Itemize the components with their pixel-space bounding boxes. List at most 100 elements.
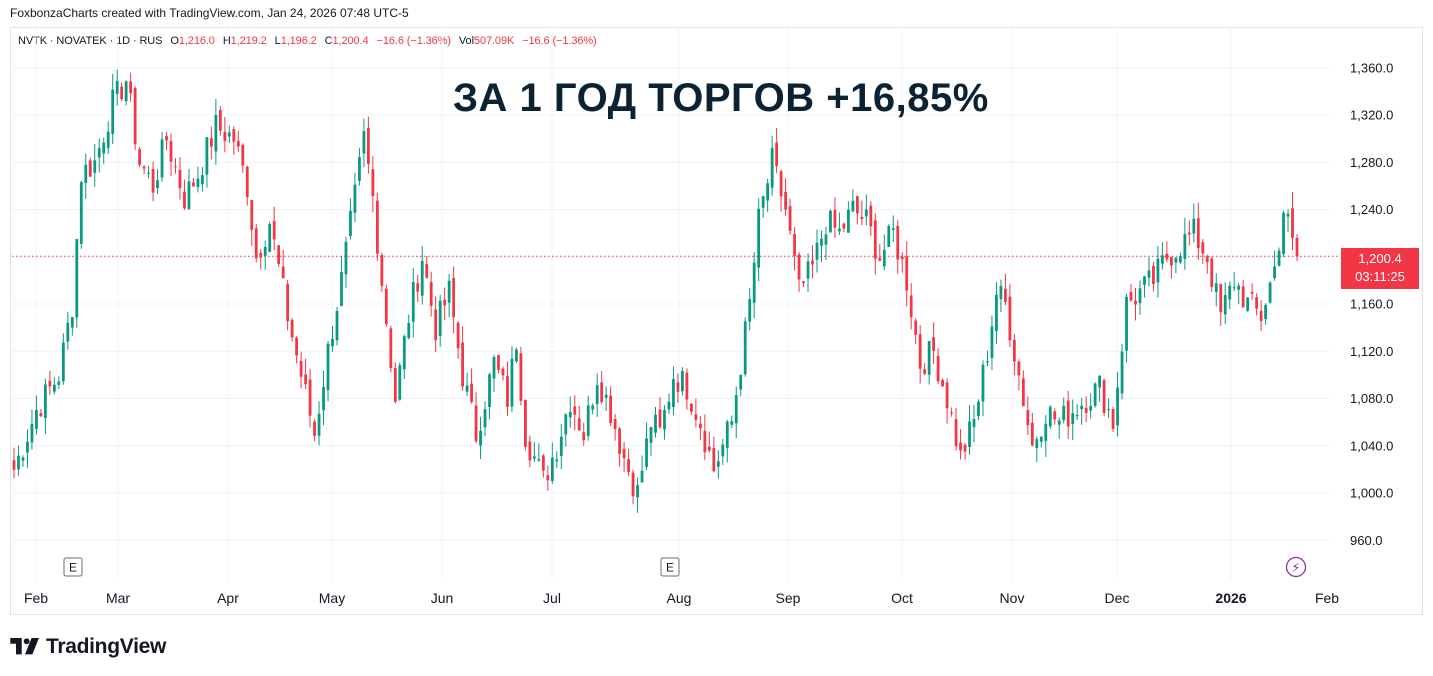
candle[interactable] [546, 465, 550, 491]
candle[interactable] [568, 396, 572, 428]
candle[interactable] [788, 198, 792, 235]
symbol-name[interactable]: NVTK · NOVATEK · 1D · RUS [18, 35, 163, 47]
candle[interactable] [757, 198, 761, 282]
candle[interactable] [627, 448, 630, 477]
candle[interactable] [806, 253, 810, 293]
candle[interactable] [474, 392, 478, 444]
candle[interactable] [941, 378, 944, 388]
candle[interactable] [456, 321, 460, 359]
candle[interactable] [1264, 303, 1267, 325]
candle[interactable] [1147, 257, 1151, 287]
candle[interactable] [205, 137, 209, 188]
candle[interactable] [519, 346, 523, 406]
candle[interactable] [138, 146, 141, 168]
candle[interactable] [344, 236, 348, 289]
candle[interactable] [999, 279, 1003, 313]
candle[interactable] [864, 194, 868, 226]
candle[interactable] [532, 441, 536, 463]
candle[interactable] [447, 274, 451, 318]
candle[interactable] [860, 200, 864, 226]
tradingview-logo[interactable]: TradingView [10, 635, 166, 659]
candle[interactable] [689, 403, 693, 416]
candle[interactable] [353, 172, 357, 222]
candle[interactable] [1012, 333, 1016, 376]
candle[interactable] [636, 477, 639, 513]
candle[interactable] [923, 363, 927, 376]
candle[interactable] [1080, 398, 1084, 425]
candle[interactable] [308, 368, 312, 428]
candle[interactable] [438, 294, 442, 347]
candle[interactable] [1089, 393, 1093, 419]
candle[interactable] [375, 192, 379, 261]
candle[interactable] [223, 117, 227, 153]
candle[interactable] [1237, 283, 1241, 305]
candle[interactable] [986, 350, 989, 367]
candle[interactable] [945, 378, 949, 424]
candle[interactable] [1152, 261, 1155, 292]
candle[interactable] [716, 450, 720, 479]
candle[interactable] [559, 424, 563, 470]
candle[interactable] [1255, 293, 1259, 316]
candle[interactable] [1196, 202, 1200, 261]
candle[interactable] [214, 99, 218, 165]
candle[interactable] [752, 252, 756, 319]
candle[interactable] [402, 334, 406, 379]
candle[interactable] [1026, 396, 1030, 435]
candle[interactable] [698, 415, 702, 441]
candle[interactable] [838, 212, 841, 236]
candle[interactable] [932, 322, 936, 365]
candle[interactable] [165, 131, 168, 151]
candle[interactable] [990, 315, 994, 370]
candle[interactable] [380, 252, 384, 292]
candle[interactable] [582, 422, 586, 446]
candle[interactable] [1066, 390, 1070, 440]
candle[interactable] [420, 246, 424, 305]
candle[interactable] [676, 373, 680, 403]
candle[interactable] [685, 368, 689, 410]
candle[interactable] [1062, 397, 1066, 424]
candle[interactable] [761, 195, 765, 218]
candle[interactable] [914, 318, 918, 345]
candle[interactable] [1295, 234, 1299, 262]
candle[interactable] [591, 403, 595, 415]
candle[interactable] [815, 229, 819, 273]
candle[interactable] [290, 317, 294, 342]
candle[interactable] [1273, 250, 1276, 281]
candle[interactable] [93, 143, 97, 187]
candle[interactable] [829, 209, 832, 233]
candle[interactable] [367, 116, 370, 174]
candle[interactable] [1039, 436, 1043, 448]
candle[interactable] [120, 82, 124, 102]
candle[interactable] [712, 436, 716, 473]
candle[interactable] [1250, 283, 1254, 300]
candle[interactable] [734, 386, 738, 439]
candle[interactable] [88, 157, 92, 177]
candle[interactable] [425, 256, 429, 279]
candle[interactable] [416, 274, 420, 303]
candle[interactable] [721, 438, 725, 466]
candle[interactable] [725, 419, 729, 463]
candle[interactable] [766, 178, 770, 212]
candle[interactable] [981, 360, 985, 417]
candle[interactable] [707, 431, 711, 453]
candle[interactable] [1232, 272, 1236, 292]
candle[interactable] [550, 442, 554, 484]
candle[interactable] [515, 347, 518, 364]
candle[interactable] [1223, 282, 1227, 325]
candle[interactable] [39, 409, 43, 418]
candle[interactable] [1035, 436, 1039, 463]
candle[interactable] [654, 407, 657, 438]
candle[interactable] [1093, 382, 1097, 408]
candle[interactable] [254, 224, 258, 263]
candle[interactable] [1084, 396, 1088, 423]
candle[interactable] [1210, 256, 1214, 292]
candle[interactable] [1286, 209, 1290, 232]
candle[interactable] [331, 325, 334, 352]
candle[interactable] [506, 361, 509, 416]
candle[interactable] [304, 358, 307, 390]
candle[interactable] [398, 362, 402, 401]
candle[interactable] [1291, 191, 1294, 251]
candle[interactable] [555, 451, 559, 469]
candle[interactable] [851, 189, 855, 212]
earnings-marker[interactable]: E [63, 557, 83, 577]
